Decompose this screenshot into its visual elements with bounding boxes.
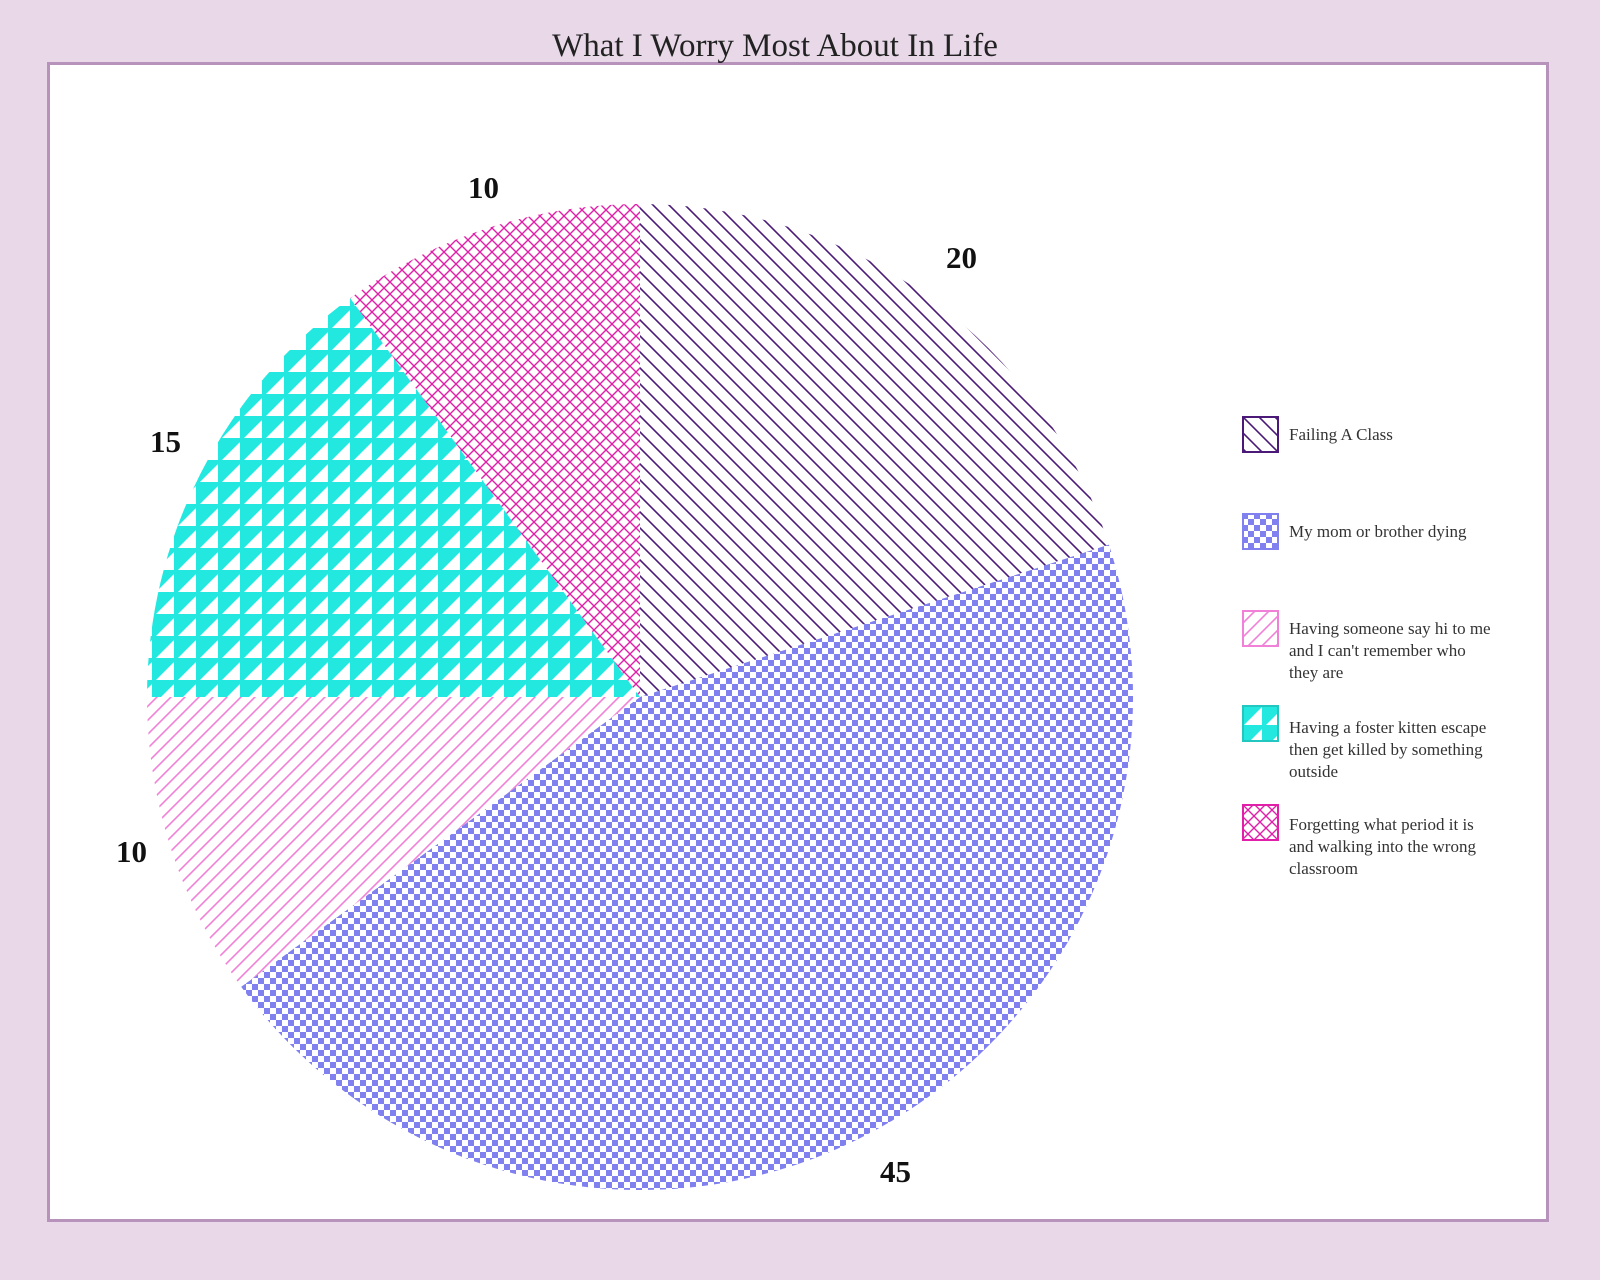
legend-swatch-triangle-icon	[1242, 705, 1279, 742]
slice-value-label-failing-a-class: 20	[946, 240, 977, 275]
legend-swatch-hatch-icon	[1242, 416, 1279, 453]
slice-value-label-foster-kitten: 15	[150, 424, 181, 459]
legend-swatch-checker-icon	[1242, 513, 1279, 550]
pie-slice-wrong-classroom	[350, 203, 640, 697]
legend-swatch-crosshatch-icon	[1242, 804, 1279, 841]
legend-label: Forgetting what period it is and walking…	[1289, 815, 1476, 878]
pie-slice-foster-kitten	[147, 298, 640, 697]
legend-label: Having a foster kitten escape then get k…	[1289, 718, 1487, 781]
legend-label: My mom or brother dying	[1289, 522, 1467, 541]
legend-label: Having someone say hi to me and I can't …	[1289, 619, 1491, 682]
slice-value-label-someone-say-hi: 10	[116, 834, 147, 869]
chart-title: What I Worry Most About In Life	[552, 28, 998, 64]
pie-slice-someone-say-hi	[147, 697, 640, 987]
pie-slice-failing-a-class	[640, 204, 1109, 697]
legend-swatch-stripe-icon	[1242, 610, 1279, 647]
pie-slice-mom-or-brother	[241, 544, 1134, 1191]
slice-value-label-mom-or-brother: 45	[880, 1154, 911, 1189]
slice-value-label-wrong-classroom: 10	[468, 170, 499, 205]
legend-label: Failing A Class	[1289, 425, 1393, 444]
